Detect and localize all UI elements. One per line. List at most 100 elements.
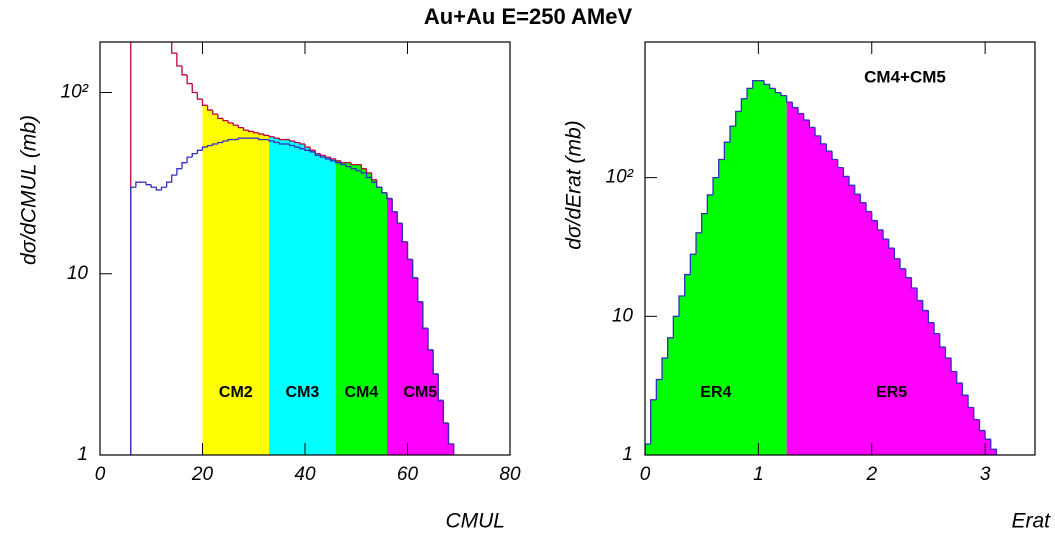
histogram-bin [196,92,203,100]
histogram-bin [401,223,408,243]
histogram-bin [427,328,434,351]
histogram-bin [350,162,357,166]
histogram-bin [360,164,367,170]
x-tick-label: 80 [499,464,521,485]
region-fill [786,102,997,455]
histogram-bin [780,92,787,97]
histogram-bin [712,176,719,195]
histogram-bin [837,159,844,169]
histogram-bin [386,192,393,200]
histogram-bin [831,151,838,161]
histogram-bin [212,143,218,146]
histogram-bin [865,202,872,213]
histogram-bin [842,167,850,178]
histogram-bin [167,27,172,40]
histogram-bin [335,158,341,162]
histogram-bin [309,150,316,153]
histogram-bin [299,147,305,150]
region-label: CM4 [344,384,378,401]
y-axis-label: dσ/dErat (mb) [563,120,586,249]
histogram-bin [186,156,193,163]
histogram-bin [278,142,285,145]
y-axis-label: dσ/dCMUL (mb) [18,115,41,265]
histogram-bin [176,53,182,67]
histogram-bin [165,181,172,188]
histogram-bin [304,143,311,148]
x-tick-label: 3 [980,464,991,485]
histogram-bin [196,149,203,154]
histogram-bin [442,400,449,424]
histogram-bin [227,138,234,142]
histogram-bin [882,229,889,240]
histogram-bin [299,142,305,145]
histogram-bin [876,220,884,231]
histogram-bin [324,155,331,158]
histogram-bin [797,107,804,115]
histogram-bin [723,141,731,160]
histogram-bin [181,162,188,169]
x-axis-label: Erat [1011,510,1051,533]
histogram-bin [206,144,213,148]
histogram-bin [820,135,827,145]
histogram-bin [304,148,311,151]
histogram-bin [258,132,264,135]
histogram-bin [360,170,367,174]
histogram-bin [376,179,382,188]
histogram-bin [984,430,991,440]
histogram-bin [381,187,387,194]
histogram-bin [242,127,249,131]
histogram-bin [391,198,398,213]
histogram-bin [171,42,177,54]
histogram-bin [314,151,321,157]
x-tick-label: 0 [95,464,106,485]
histogram-bin [437,373,444,402]
histogram-bin [329,157,336,160]
histogram-bin [701,212,708,233]
histogram-bin [212,110,218,115]
histogram-bin [145,182,152,186]
histogram-bin [156,0,161,9]
y-tick-label: 10² [61,82,89,103]
plot-frame [644,41,1036,456]
histogram-bin [447,423,455,455]
histogram-bin [961,383,969,396]
histogram-bin [396,211,403,224]
histogram-bin [893,248,901,260]
histogram-bin [978,419,986,432]
histogram-bin [718,158,725,178]
histogram-bin [401,223,408,243]
histogram-bin [288,139,295,142]
histogram-bin [910,277,918,289]
histogram-bin [655,378,663,400]
histogram-bin [191,83,198,94]
histogram-bin [689,253,697,275]
histogram-bin [370,172,377,181]
region-fill [645,80,787,455]
histogram-bin [406,241,413,261]
histogram-bin [201,146,208,151]
region-label: ER4 [700,384,731,401]
histogram-bin [222,118,229,122]
histogram-bin [130,42,132,455]
histogram-bin [319,153,326,157]
histogram-bin [288,143,295,147]
histogram-bin [729,125,736,143]
histogram-bin [324,157,331,160]
histogram-bin [268,135,275,138]
x-tick-label: 40 [294,464,316,485]
histogram-bin [329,158,336,162]
histogram-bin [381,187,387,194]
plot-area [645,80,998,455]
y-tick-label: 10 [612,305,634,326]
histogram-bin [232,122,239,126]
histogram-bin [763,80,770,86]
histogram-bin [769,84,776,90]
histogram-bin [678,295,685,317]
histogram-bin [217,114,223,120]
histogram-bin [848,176,855,186]
histogram-bin [365,172,372,179]
histogram-bin [735,110,742,127]
histogram-bin [335,160,341,164]
histogram-bin [217,141,223,144]
